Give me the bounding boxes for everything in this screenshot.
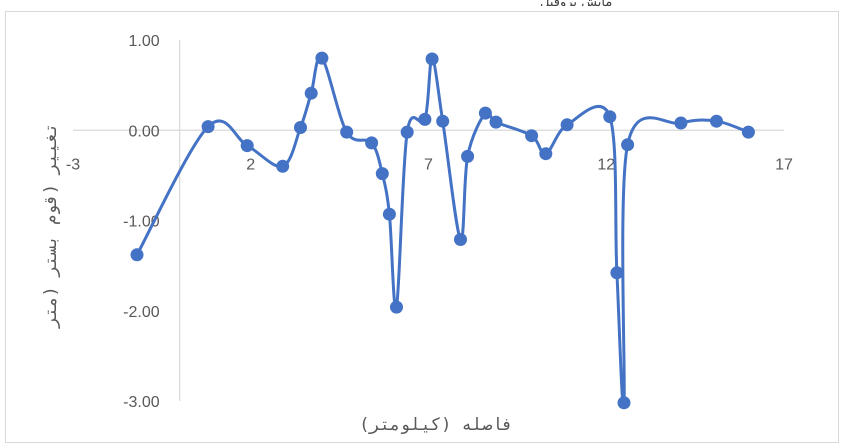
- data-point: [375, 167, 389, 181]
- data-point: [610, 266, 624, 280]
- data-point: [382, 207, 396, 221]
- data-point: [130, 248, 144, 262]
- data-point: [621, 138, 635, 152]
- data-point: [603, 110, 617, 124]
- data-point: [710, 114, 723, 128]
- clipped-top-text: مایش پروفیل: [540, 0, 840, 6]
- y-axis-title: تغییر (قوم بستر (متر: [41, 123, 61, 330]
- data-point: [478, 106, 492, 120]
- data-point: [276, 159, 290, 173]
- y-tick-label: 1.00: [129, 33, 160, 50]
- data-point: [489, 115, 503, 129]
- data-point: [294, 121, 307, 134]
- data-point: [674, 116, 688, 130]
- data-point: [315, 51, 329, 65]
- x-tick-label: 12: [597, 156, 615, 173]
- x-tick-label: 17: [775, 156, 793, 173]
- data-point: [365, 136, 379, 150]
- data-point: [304, 86, 318, 100]
- x-tick-labels: -3 2 7 12 17: [66, 156, 793, 173]
- data-point: [390, 300, 403, 314]
- data-points: [130, 51, 755, 410]
- x-tick-label: 2: [246, 156, 255, 173]
- data-point: [400, 125, 414, 139]
- data-point: [340, 125, 354, 139]
- data-point: [425, 52, 439, 66]
- y-tick-label: -2.00: [123, 304, 160, 321]
- x-axis-title: فاصله (کیلومتر): [359, 415, 513, 435]
- data-point: [741, 125, 755, 139]
- data-point: [240, 139, 254, 153]
- data-point: [454, 233, 467, 246]
- y-tick-label: 0.00: [129, 123, 160, 140]
- data-point: [539, 147, 553, 161]
- series-line: [135, 55, 749, 408]
- data-point: [560, 118, 574, 132]
- data-point: [525, 129, 539, 143]
- x-tick-label: 7: [424, 156, 433, 173]
- data-point: [418, 112, 432, 126]
- data-point: [201, 120, 215, 134]
- y-tick-label: -3.00: [123, 394, 160, 411]
- chart-frame: [5, 11, 839, 443]
- data-point: [617, 396, 631, 410]
- x-tick-label: -3: [66, 156, 80, 173]
- data-point: [436, 114, 450, 128]
- data-point: [461, 149, 475, 163]
